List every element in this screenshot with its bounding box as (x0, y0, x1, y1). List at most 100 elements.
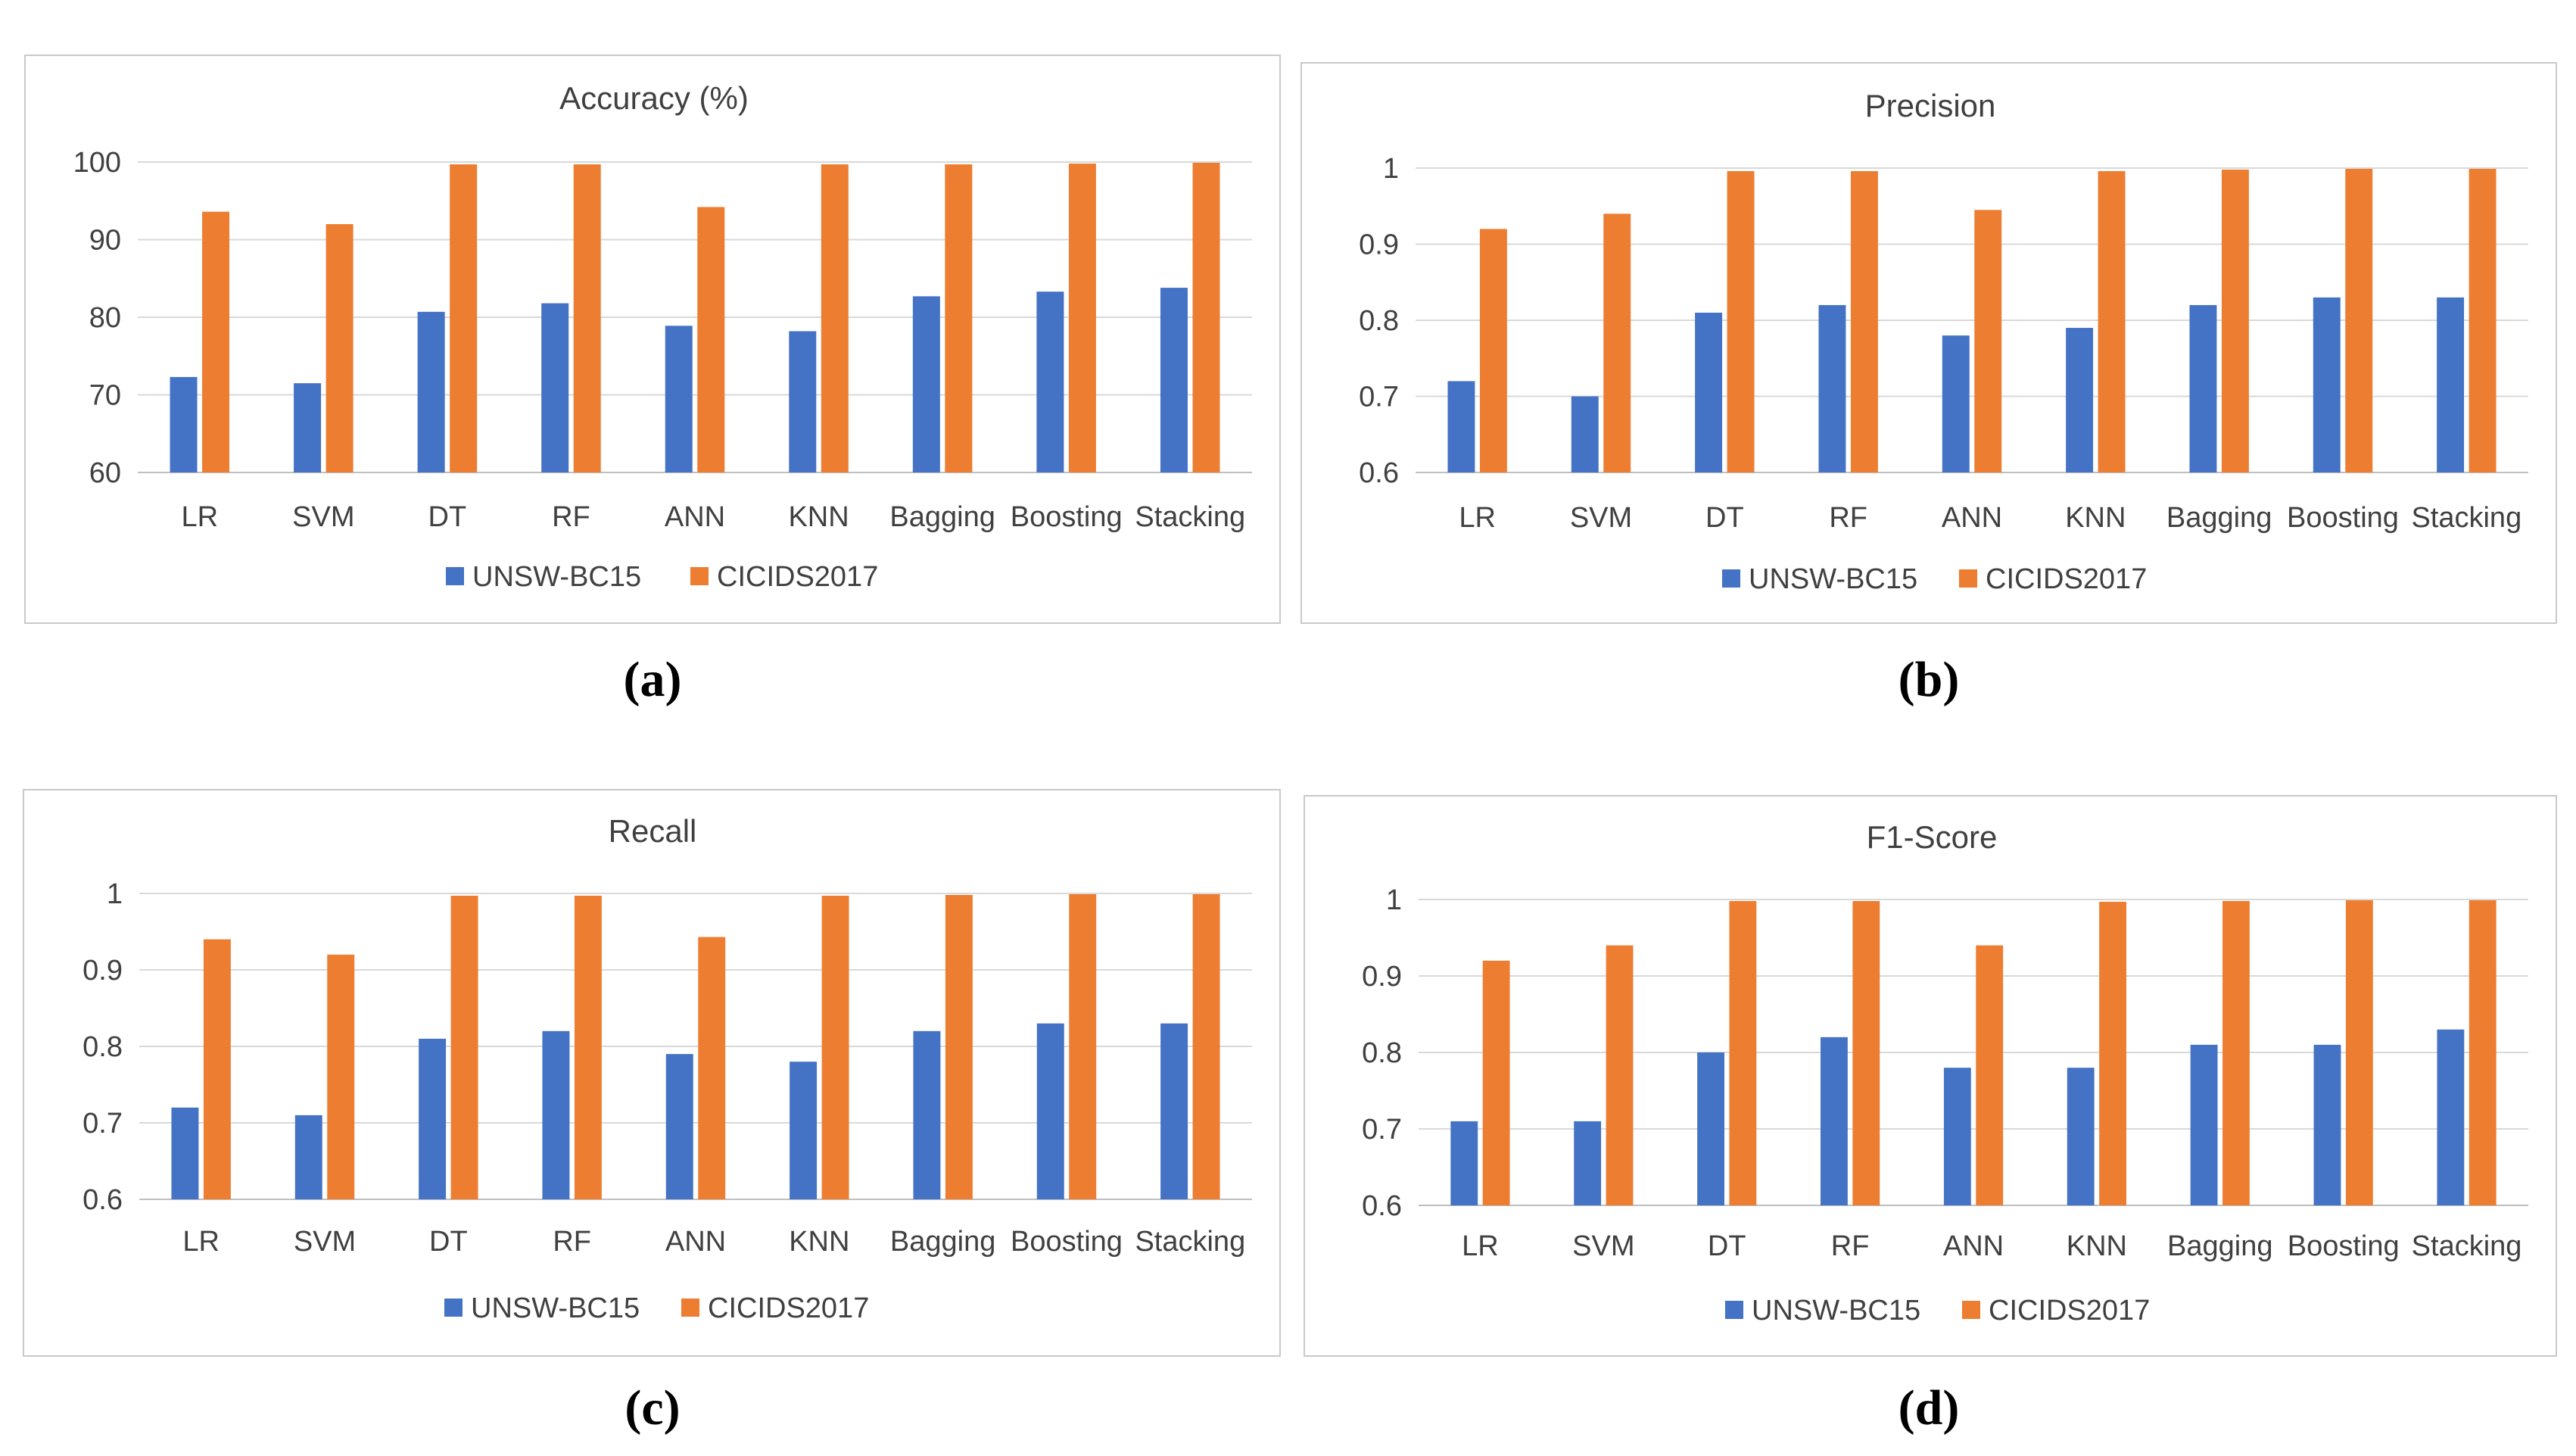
y-tick-label: 0.9 (1362, 961, 1402, 993)
chart-legend: UNSW-BC15 CICIDS2017 (1725, 1295, 2150, 1327)
bar-unsw-ann (665, 326, 693, 472)
bar-unsw-rf (541, 303, 569, 472)
x-category-label: Stacking (1135, 501, 1245, 533)
bar-unsw-svm (1571, 396, 1599, 472)
bar-unsw-dt (1697, 1052, 1724, 1205)
x-category-label: Boosting (1011, 501, 1123, 533)
legend-label-cicids: CICIDS2017 (708, 1292, 869, 1324)
bar-unsw-dt (1695, 312, 1723, 472)
x-category-label: LR (1459, 502, 1496, 534)
x-category-label: ANN (1943, 1230, 2004, 1262)
chart-svg-d: F1-Score 0.6 0.7 0.8 0.9 1 LR SVM DT RF ANN KNN Ba… (1362, 819, 2528, 1327)
y-tick-label: 0.7 (1362, 1114, 1402, 1146)
x-category-label: SVM (294, 1226, 356, 1258)
x-category-label: Boosting (2287, 502, 2399, 534)
bar-cicids-bagging (945, 895, 973, 1199)
x-category-label: Bagging (2167, 1230, 2272, 1262)
chart-panel-d: F1-Score 0.6 0.7 0.8 0.9 1 LR SVM DT RF ANN KNN Ba… (1304, 795, 2557, 1357)
legend-swatch-cicids (1959, 569, 1977, 588)
x-category-label: RF (553, 1226, 591, 1258)
bar-unsw-stacking (2437, 1029, 2465, 1205)
bar-unsw-bagging (912, 296, 940, 472)
chart-panel-c: Recall 0.6 0.7 0.8 0.9 1 LR SVM DT RF ANN KNN Bagg… (23, 789, 1281, 1357)
chart-panel-a: Accuracy (%) 60 70 80 90 100 LR SVM DT RF ANN KNN… (24, 55, 1281, 624)
caption-d: (d) (1898, 1380, 1960, 1436)
x-category-label: Boosting (1011, 1226, 1123, 1258)
bar-cicids-lr (1482, 960, 1510, 1205)
x-category-label: Bagging (890, 1226, 995, 1258)
bar-unsw-stacking (1160, 1023, 1188, 1199)
legend-swatch-unsw (1722, 569, 1740, 588)
y-tick-label: 80 (89, 302, 121, 334)
bar-cicids-dt (1727, 171, 1755, 472)
legend-label-unsw: UNSW-BC15 (472, 561, 641, 593)
caption-c: (c) (625, 1380, 681, 1436)
x-category-label: LR (181, 501, 218, 533)
x-category-label: Stacking (2411, 502, 2521, 534)
bar-unsw-lr (1447, 381, 1475, 472)
y-tick-label: 0.6 (83, 1184, 123, 1216)
bar-unsw-bagging (913, 1030, 941, 1199)
y-tick-label: 0.8 (1362, 1037, 1402, 1069)
y-tick-label: 70 (89, 380, 121, 412)
bar-cicids-knn (2099, 902, 2126, 1205)
x-category-label: KNN (2067, 1230, 2127, 1262)
bar-cicids-svm (326, 224, 354, 472)
bar-unsw-knn (2066, 328, 2094, 472)
bar-unsw-boosting (1036, 1023, 1064, 1199)
y-tick-label: 0.6 (1362, 1190, 1402, 1222)
bar-cicids-ann (697, 207, 725, 472)
y-tick-label: 90 (89, 225, 121, 257)
bar-cicids-lr (203, 939, 231, 1199)
y-tick-label: 0.7 (1359, 382, 1399, 413)
legend-label-cicids: CICIDS2017 (1986, 563, 2147, 595)
bar-unsw-svm (294, 1115, 322, 1199)
bar-unsw-knn (790, 1062, 818, 1199)
bar-cicids-rf (574, 896, 602, 1199)
bar-cicids-dt (450, 896, 478, 1199)
bar-unsw-bagging (2189, 304, 2217, 472)
legend-label-unsw: UNSW-BC15 (1749, 563, 1917, 595)
bar-cicids-boosting (1069, 894, 1097, 1199)
chart-legend: UNSW-BC15 CICIDS2017 (1722, 563, 2147, 595)
bar-unsw-ann (665, 1054, 693, 1199)
caption-a: (a) (623, 652, 682, 707)
bar-unsw-boosting (2313, 1044, 2341, 1205)
x-category-label: ANN (665, 1226, 726, 1258)
bar-cicids-dt (1729, 901, 1757, 1205)
bar-unsw-rf (1818, 304, 1846, 472)
x-category-label: KNN (2065, 502, 2126, 534)
y-tick-label: 0.6 (1359, 457, 1399, 489)
bar-unsw-boosting (1036, 292, 1064, 472)
y-tick-label: 100 (73, 147, 121, 179)
y-tick-label: 0.9 (83, 955, 123, 987)
x-category-label: DT (1705, 502, 1744, 534)
bar-cicids-bagging (945, 164, 973, 472)
y-tick-label: 0.9 (1359, 229, 1399, 261)
legend-swatch-cicids (1962, 1301, 1980, 1319)
bar-unsw-svm (1574, 1121, 1602, 1205)
bar-cicids-svm (1603, 214, 1631, 472)
y-tick-label: 1 (1386, 884, 1402, 916)
chart-svg-a: Accuracy (%) 60 70 80 90 100 LR SVM DT RF ANN KNN… (73, 80, 1252, 593)
bar-cicids-boosting (1068, 164, 1096, 473)
y-tick-label: 0.7 (83, 1108, 123, 1140)
x-category-label: KNN (788, 501, 849, 533)
chart-title: Precision (1865, 88, 1996, 123)
bar-unsw-knn (2067, 1068, 2095, 1205)
chart-title: F1-Score (1867, 819, 1998, 855)
bar-cicids-lr (1479, 229, 1507, 472)
bar-cicids-dt (450, 164, 478, 472)
x-category-label: DT (1708, 1230, 1746, 1262)
bar-cicids-svm (327, 954, 355, 1199)
bar-cicids-knn (2098, 171, 2126, 472)
bar-unsw-rf (1821, 1037, 1848, 1205)
bar-cicids-svm (1606, 945, 1634, 1205)
bar-cicids-rf (573, 164, 601, 472)
chart-svg-c: Recall 0.6 0.7 0.8 0.9 1 LR SVM DT RF ANN KNN Bagg… (83, 813, 1252, 1324)
bar-cicids-lr (202, 211, 230, 472)
bar-cicids-ann (1974, 210, 2002, 472)
bar-unsw-bagging (2190, 1044, 2218, 1205)
legend-swatch-cicids (681, 1299, 699, 1317)
bar-unsw-dt (417, 311, 445, 472)
